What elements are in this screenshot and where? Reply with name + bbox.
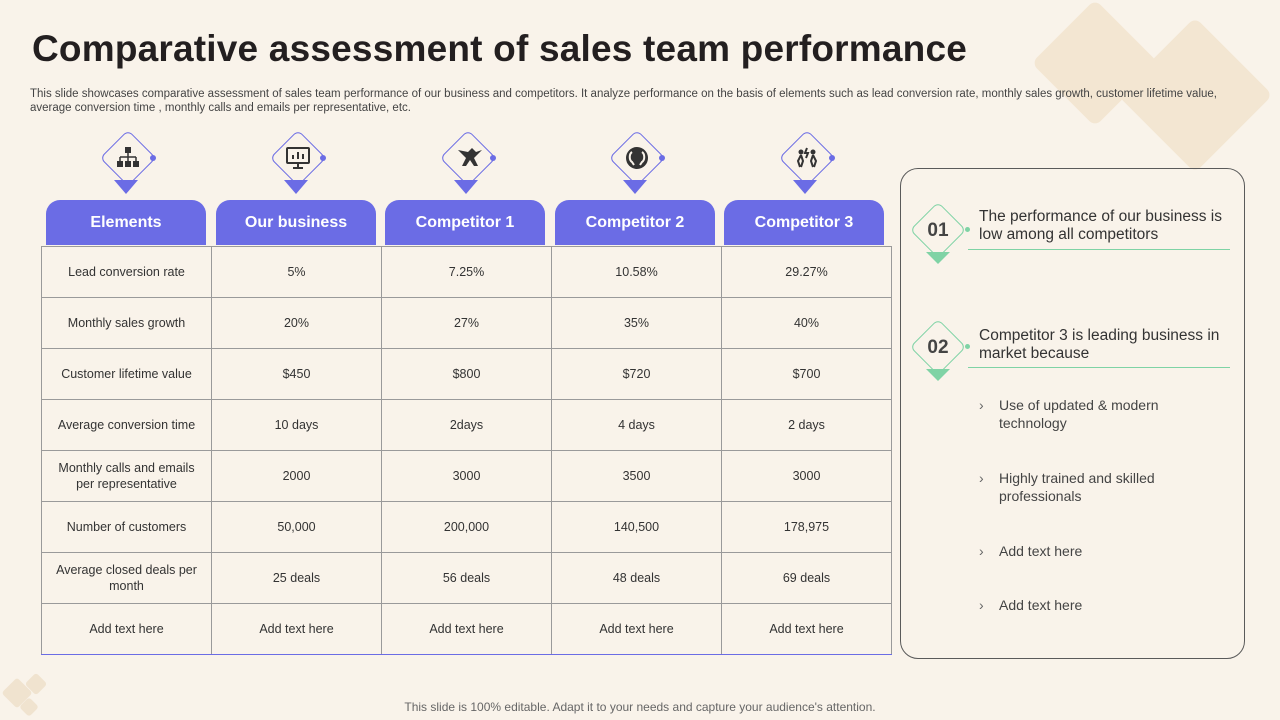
table-cell: 56 deals (381, 552, 552, 604)
table-row: Average conversion time 10 days 2days 4 day… (41, 399, 892, 451)
footer-note: This slide is 100% editable. Adapt it to… (404, 700, 876, 714)
row-label-cell: Lead conversion rate (41, 246, 212, 298)
table-cell: 2days (381, 399, 552, 451)
row-label-cell: Number of customers (41, 501, 212, 553)
table-cell: 2 days (721, 399, 892, 451)
chevron-right-icon: › (979, 397, 984, 413)
row-label-cell: Average conversion time (41, 399, 212, 451)
people-competing-icon (773, 129, 837, 196)
table-row: Average closed deals per month 25 deals 56… (41, 552, 892, 604)
table-cell: 25 deals (211, 552, 382, 604)
point-number: 01 (927, 220, 949, 241)
insights-panel (900, 168, 1245, 659)
table-cell: 10 days (211, 399, 382, 451)
table-cell: Add text here (211, 603, 382, 655)
table-cell: 27% (381, 297, 552, 349)
point-number: 02 (927, 337, 949, 358)
row-label-cell: Customer lifetime value (41, 348, 212, 400)
table-cell: 3500 (551, 450, 722, 502)
table-cell: 3000 (381, 450, 552, 502)
column-header-competitor-3: Competitor 3 (724, 200, 884, 245)
table-row: Lead conversion rate 5% 7.25% 10.58% 29.27% (41, 246, 892, 298)
point-text-01: The performance of our business is low a… (979, 208, 1222, 243)
table-cell: 69 deals (721, 552, 892, 604)
presentation-screen-icon (264, 129, 328, 196)
table-cell: $800 (381, 348, 552, 400)
column-header-competitor-1: Competitor 1 (385, 200, 545, 245)
table-row: Add text here Add text here Add text here A… (41, 603, 892, 655)
table-row: Monthly calls and emails per representat… (41, 450, 892, 502)
table-cell: 140,500 (551, 501, 722, 553)
row-label-cell: Monthly sales growth (41, 297, 212, 349)
handshake-icon (434, 129, 498, 196)
table-cell: Add text here (381, 603, 552, 655)
column-header-our-business: Our business (216, 200, 376, 245)
table-row: Number of customers 50,000 200,000 140,500 1… (41, 501, 892, 553)
table-cell: 4 days (551, 399, 722, 451)
table-cell: 3000 (721, 450, 892, 502)
chevron-right-icon: › (979, 470, 984, 486)
table-row: Customer lifetime value $450 $800 $720 $700 (41, 348, 892, 400)
chevron-right-icon: › (979, 543, 984, 559)
column-header-elements: Elements (46, 200, 206, 245)
table-cell: 200,000 (381, 501, 552, 553)
table-cell: 50,000 (211, 501, 382, 553)
table-cell: 40% (721, 297, 892, 349)
table-cell: Add text here (721, 603, 892, 655)
table-cell: 10.58% (551, 246, 722, 298)
table-cell: 5% (211, 246, 382, 298)
chevron-right-icon: › (979, 597, 984, 613)
row-label-cell: Add text here (41, 603, 212, 655)
table-cell: $450 (211, 348, 382, 400)
table-cell: 2000 (211, 450, 382, 502)
table-cell: Add text here (551, 603, 722, 655)
table-cell: $700 (721, 348, 892, 400)
slide-subtitle: This slide showcases comparative assessm… (30, 88, 1217, 114)
table-cell: 48 deals (551, 552, 722, 604)
two-heads-icon (603, 129, 667, 196)
comparison-table: Lead conversion rate 5% 7.25% 10.58% 29.27% M… (41, 246, 892, 655)
row-label-cell: Monthly calls and emails per representat… (41, 450, 212, 502)
point-marker-02: 02 (906, 318, 970, 383)
divider (968, 367, 1230, 368)
table-cell: 29.27% (721, 246, 892, 298)
table-cell: 178,975 (721, 501, 892, 553)
point-text-02: Competitor 3 is leading business in mark… (979, 327, 1220, 362)
table-cell: 35% (551, 297, 722, 349)
column-header-competitor-2: Competitor 2 (555, 200, 715, 245)
point-marker-01: 01 (906, 201, 970, 266)
row-label-cell: Average closed deals per month (41, 552, 212, 604)
table-row: Monthly sales growth 20% 27% 35% 40% (41, 297, 892, 349)
divider (968, 249, 1230, 250)
table-cell: 7.25% (381, 246, 552, 298)
slide-title: Comparative assessment of sales team per… (32, 28, 968, 69)
table-cell: $720 (551, 348, 722, 400)
org-chart-icon (94, 129, 158, 196)
table-cell: 20% (211, 297, 382, 349)
